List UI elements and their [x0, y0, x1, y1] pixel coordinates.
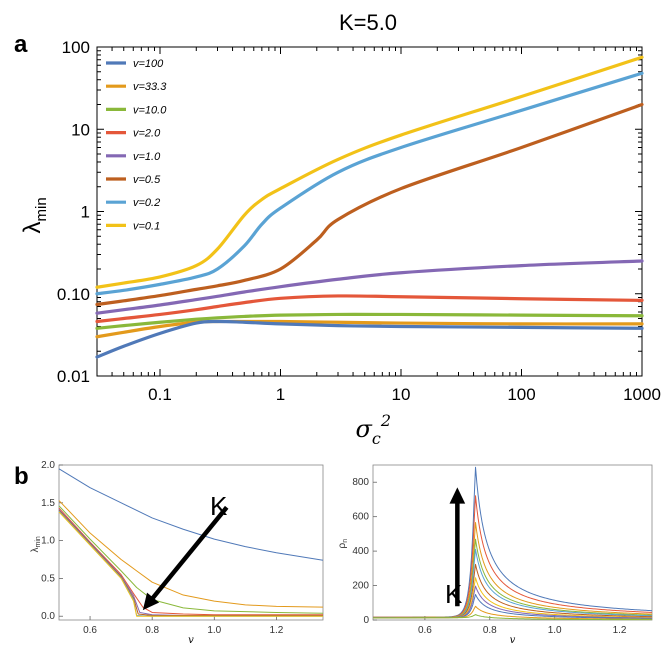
- series-line-v-0-5: [95, 102, 644, 307]
- y-tick-label: 0.01: [57, 367, 90, 386]
- x-axis-label: v: [510, 635, 516, 646]
- y-tick-label: 0.5: [41, 573, 55, 584]
- x-tick-label: 1000: [623, 385, 661, 404]
- legend-label: v=10.0: [133, 104, 167, 116]
- curve-0: [58, 468, 324, 561]
- curve-4: [58, 509, 323, 616]
- y-axis-label-group: λmin: [30, 536, 42, 552]
- curve-6: [58, 510, 323, 617]
- x-tick-label: 1.2: [269, 625, 283, 636]
- curve-5: [58, 510, 323, 616]
- peak-curve-10: [372, 614, 652, 621]
- x-tick-label: 100: [507, 385, 535, 404]
- k-arrow-head: [142, 592, 160, 611]
- y-tick-label: 600: [352, 512, 369, 523]
- y-axis-label: ρn: [337, 539, 349, 549]
- y-tick-label: 1.5: [41, 498, 55, 509]
- y-tick-label: 0.10: [57, 285, 90, 304]
- curve-3: [58, 507, 323, 616]
- panel-b-left-chart: 0.6 0.8 1.0 1.2 0.0 0.5 1.0 1.5 2.0 v λmin K: [30, 460, 324, 646]
- x-axis-label: v: [188, 635, 194, 646]
- curve-1: [58, 500, 324, 608]
- legend-label: v=100: [133, 58, 164, 70]
- legend-label: v=33.3: [133, 81, 167, 93]
- curve-7: [58, 511, 323, 617]
- legend-label: v=1.0: [133, 151, 161, 163]
- x-tick-label: 0.8: [145, 625, 159, 636]
- legend-label: v=0.1: [133, 220, 160, 232]
- k-arrow-head: [449, 487, 466, 504]
- y-tick-label: 1: [81, 203, 90, 222]
- panel-b-right-chart: 0.6 0.8 1.0 1.2 0 200 400 600 800 v ρn K: [337, 464, 653, 646]
- k-annotation: K: [445, 579, 463, 609]
- x-axis-label: σc2: [356, 411, 392, 448]
- x-tick-label: 0.8: [483, 625, 497, 636]
- k-arrow-shaft: [148, 505, 229, 603]
- x-tick-label: 1.0: [548, 625, 562, 636]
- y-axis-label: λmin: [19, 197, 50, 233]
- panel-b-label: b: [14, 463, 29, 490]
- y-axis-label-group: ρn: [337, 539, 349, 549]
- peak-curve-3: [373, 538, 653, 619]
- x-tick-label: 10: [392, 385, 411, 404]
- legend-label: v=0.5: [133, 174, 161, 186]
- x-tick-label: 1.2: [613, 625, 627, 636]
- panel-a-label: a: [14, 31, 28, 58]
- panel-b-right-frame: [372, 464, 653, 621]
- curve-2: [58, 505, 324, 614]
- x-tick-label: 1: [276, 385, 285, 404]
- y-tick-label: 10: [71, 120, 90, 139]
- y-tick-label: 200: [352, 581, 369, 592]
- y-tick-label: 400: [352, 546, 369, 557]
- y-axis-label: λmin: [30, 536, 42, 552]
- panel-b-left-frame: [58, 464, 324, 621]
- y-tick-label: 1.0: [41, 536, 55, 547]
- peak-curve-0: [373, 466, 653, 618]
- x-tick-label: 0.6: [83, 625, 97, 636]
- series-line-v-10-0: [95, 312, 644, 330]
- y-tick-label: 0: [363, 615, 369, 626]
- panel-a-legend: v=100 v=33.3 v=10.0 v=2.0 v=1.0 v=0.5 v=0.2 v=0…: [106, 58, 167, 232]
- x-tick-label: 1.0: [207, 625, 221, 636]
- panel-a-chart: 0.1 1 10 100 10000.010.10110100σc2λminv=100v…: [19, 38, 661, 448]
- series-line-v-0-2: [95, 71, 644, 296]
- legend-label: v=2.0: [133, 128, 161, 140]
- figure-title: K=5.0: [339, 10, 397, 35]
- legend-label: v=0.2: [133, 197, 160, 209]
- peak-curve-1: [372, 495, 653, 618]
- x-tick-label: 0.6: [418, 625, 432, 636]
- k-annotation: K: [210, 491, 228, 521]
- y-axis-label-group: λmin: [19, 197, 50, 233]
- series-line-v-2-0: [95, 294, 644, 324]
- x-tick-label: 0.1: [148, 385, 172, 404]
- y-tick-label: 100: [62, 38, 90, 57]
- y-tick-label: 800: [352, 477, 369, 488]
- y-tick-label: 0.0: [41, 611, 55, 622]
- series-line-v-1-0: [95, 259, 644, 315]
- series-line-v-0-1: [95, 55, 644, 289]
- y-tick-label: 2.0: [41, 460, 55, 471]
- series-line-v-100: [95, 319, 644, 359]
